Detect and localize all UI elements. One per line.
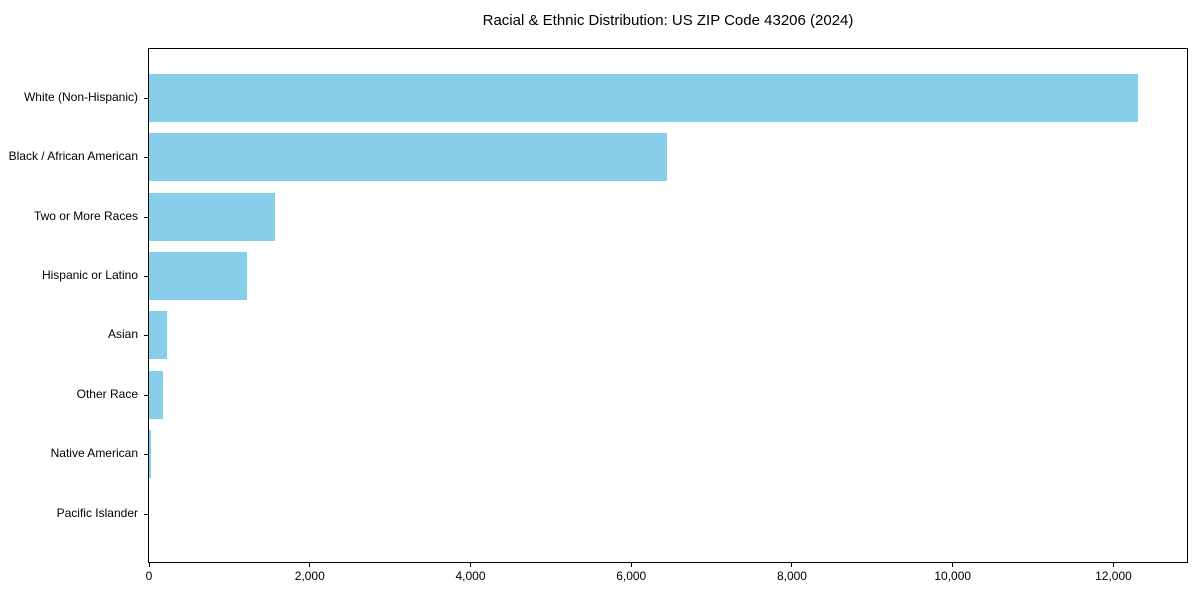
x-tick-mark — [952, 563, 954, 567]
bar-white-non-hispanic — [149, 73, 1138, 122]
x-tick-mark — [630, 563, 632, 567]
x-tick-mark — [791, 563, 793, 567]
bar-black-african-american — [149, 133, 668, 182]
x-tick-label-2-000: 2,000 — [294, 569, 325, 583]
x-tick-mark — [148, 563, 150, 567]
y-tick-mark — [144, 513, 148, 515]
chart-title: Racial & Ethnic Distribution: US ZIP Cod… — [482, 12, 854, 29]
x-tick-label-6-000: 6,000 — [616, 569, 647, 583]
plot-area — [148, 48, 1188, 563]
bar-hispanic-or-latino — [149, 251, 248, 300]
bar-two-or-more-races — [149, 192, 276, 241]
y-tick-label-pacific-islander: Pacific Islander — [56, 505, 138, 520]
x-tick-label-10-000: 10,000 — [934, 569, 972, 583]
y-tick-mark — [144, 216, 148, 218]
bar-asian — [149, 311, 168, 360]
x-tick-label-0: 0 — [145, 569, 153, 583]
y-tick-label-white-non-hispanic: White (Non-Hispanic) — [23, 89, 138, 104]
x-tick-mark — [469, 563, 471, 567]
y-tick-label-other-race: Other Race — [76, 386, 138, 401]
bar-native-american — [149, 430, 152, 479]
y-tick-mark — [144, 157, 148, 159]
y-tick-label-hispanic-or-latino: Hispanic or Latino — [41, 267, 138, 282]
y-tick-mark — [144, 97, 148, 99]
y-tick-mark — [144, 335, 148, 337]
y-tick-label-native-american: Native American — [50, 446, 138, 461]
x-tick-label-8-000: 8,000 — [776, 569, 807, 583]
y-tick-label-two-or-more-races: Two or More Races — [33, 208, 138, 223]
x-tick-mark — [1112, 563, 1114, 567]
y-tick-mark — [144, 454, 148, 456]
x-tick-label-4-000: 4,000 — [455, 569, 486, 583]
y-tick-label-black-african-american: Black / African American — [8, 149, 138, 164]
y-tick-label-asian: Asian — [107, 327, 138, 342]
x-tick-label-12-000: 12,000 — [1095, 569, 1132, 583]
y-tick-mark — [144, 394, 148, 396]
x-tick-mark — [309, 563, 311, 567]
y-tick-mark — [144, 275, 148, 277]
bar-other-race — [149, 370, 164, 419]
